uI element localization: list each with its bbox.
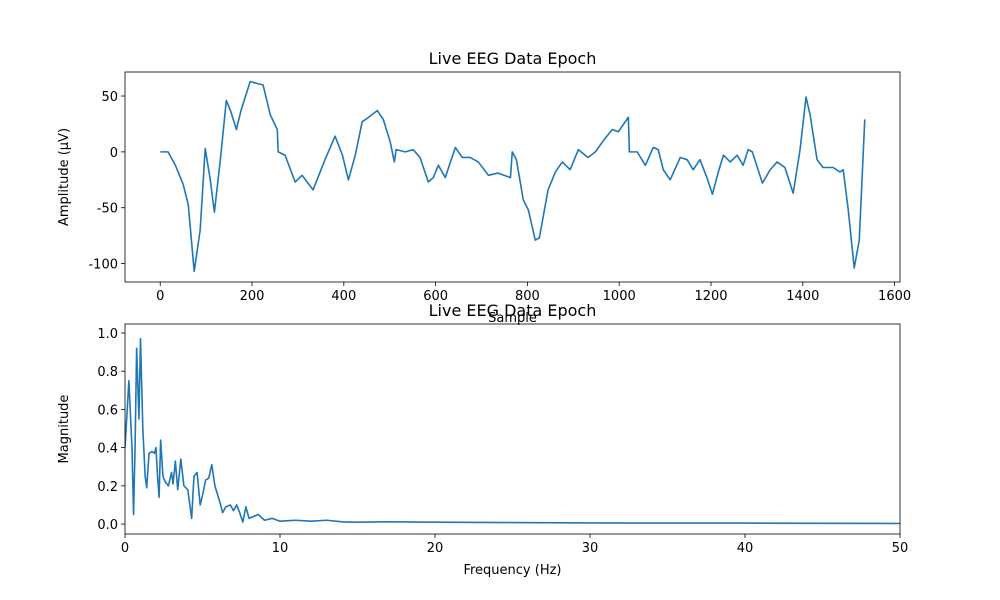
y-tick-label: 1.0 [97,327,118,342]
x-tick-label: 10 [272,541,289,556]
y-tick-label: -100 [88,258,118,273]
axes-frame [124,71,901,283]
x-tick-label: 1200 [694,289,727,304]
y-tick-label: 0.4 [97,442,118,457]
x-tick-label: 1400 [786,289,819,304]
x-tick-label: 40 [737,541,754,556]
x-tick-label: 0 [121,541,129,556]
chart-title: Live EEG Data Epoch [429,301,597,320]
x-tick-label: 1600 [878,289,911,304]
x-axis-label: Frequency (Hz) [463,563,561,578]
y-tick-label: 50 [101,90,118,105]
y-tick-label: 0.6 [97,403,118,418]
x-axis-label: Sample [488,311,537,326]
y-tick-label: 0 [110,146,118,161]
data-line [125,337,900,525]
plot-area [125,337,900,525]
x-tick-label: 1000 [603,289,636,304]
y-axis-label: Magnitude [57,395,72,464]
x-tick-label: 50 [892,541,909,556]
y-tick-label: 0.0 [97,518,118,533]
x-tick-label: 20 [427,541,444,556]
y-tick-label: 0.2 [97,480,118,495]
plot-area [160,80,866,273]
data-line [160,80,866,273]
x-tick-label: 800 [515,289,540,304]
y-axis-label: Amplitude (µV) [57,128,72,226]
x-tick-label: 400 [331,289,356,304]
x-tick-label: 600 [423,289,448,304]
y-tick-label: 0.8 [97,365,118,380]
axes-frame [124,323,901,535]
x-tick-label: 200 [240,289,265,304]
chart-title: Live EEG Data Epoch [429,49,597,68]
x-tick-label: 30 [582,541,599,556]
y-tick-label: -50 [97,202,118,217]
x-tick-label: 0 [156,289,164,304]
